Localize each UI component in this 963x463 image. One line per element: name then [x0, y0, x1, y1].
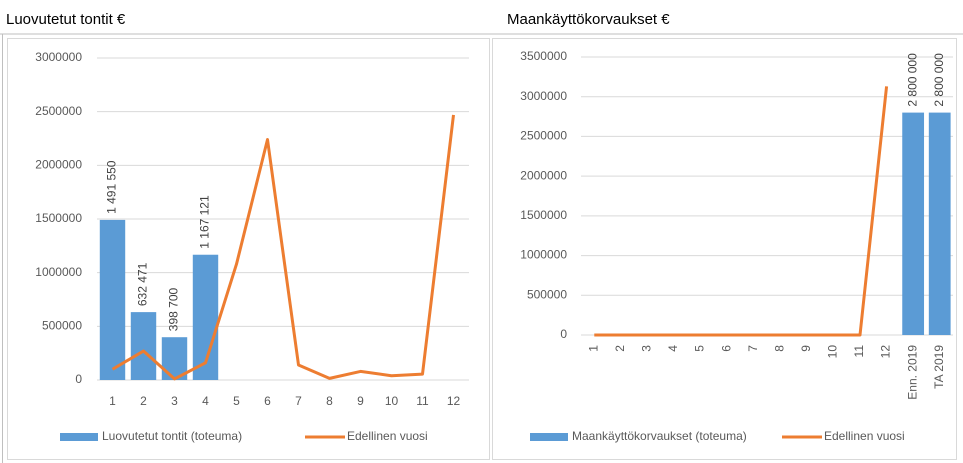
- bar: [130, 312, 157, 380]
- x-tick-label: 4: [202, 394, 209, 408]
- y-tick-label: 2000000: [520, 168, 567, 182]
- x-tick-label: 9: [799, 345, 813, 352]
- y-tick-label: 500000: [42, 319, 82, 333]
- chart-title: Maankäyttökorvaukset €: [507, 11, 670, 28]
- y-tick-label: 0: [560, 327, 567, 341]
- bar: [928, 112, 951, 335]
- y-tick-label: 1000000: [35, 265, 82, 279]
- legend-label: Luovutetut tontit (toteuma): [102, 429, 242, 443]
- x-tick-label: 8: [772, 345, 786, 352]
- y-tick-label: 2500000: [35, 104, 82, 118]
- x-tick-label: 12: [879, 345, 893, 359]
- data-label: 2 800 000: [905, 53, 919, 107]
- x-tick-label: TA 2019: [932, 345, 946, 389]
- x-tick-label: 1: [586, 345, 600, 352]
- x-tick-label: 11: [852, 345, 866, 358]
- y-tick-label: 3000000: [35, 50, 82, 64]
- x-tick-label: 10: [385, 394, 399, 408]
- data-label: 398 700: [167, 288, 181, 332]
- x-tick-label: 6: [719, 345, 733, 352]
- y-tick-label: 3000000: [520, 89, 567, 103]
- x-tick-label: 12: [447, 394, 461, 408]
- chart-title: Luovutetut tontit €: [6, 11, 126, 28]
- x-tick-label: 6: [264, 394, 271, 408]
- x-tick-label: 5: [693, 345, 707, 352]
- legend-label: Edellinen vuosi: [347, 429, 428, 443]
- x-tick-label: Enn. 2019: [905, 345, 919, 400]
- data-label: 632 471: [136, 262, 150, 306]
- data-label: 1 167 121: [198, 195, 212, 249]
- x-tick-label: 8: [326, 394, 333, 408]
- y-tick-label: 1500000: [35, 211, 82, 225]
- panel-border: [492, 38, 957, 460]
- x-tick-label: 7: [746, 345, 760, 352]
- y-tick-label: 2500000: [520, 129, 567, 143]
- y-tick-label: 500000: [527, 287, 567, 301]
- legend-swatch: [530, 433, 568, 441]
- x-tick-label: 2: [613, 345, 627, 352]
- y-tick-label: 1500000: [520, 208, 567, 222]
- legend-label: Edellinen vuosi: [824, 429, 905, 443]
- x-tick-label: 9: [357, 394, 364, 408]
- x-tick-label: 10: [826, 345, 840, 359]
- x-tick-label: 1: [109, 394, 116, 408]
- x-tick-label: 7: [295, 394, 302, 408]
- line: [594, 86, 889, 337]
- panel-border: [7, 38, 490, 460]
- x-tick-label: 11: [416, 394, 429, 408]
- legend-swatch: [60, 433, 98, 441]
- x-tick-label: 2: [140, 394, 147, 408]
- bar: [902, 112, 925, 335]
- x-tick-label: 5: [233, 394, 240, 408]
- bar: [99, 219, 126, 380]
- y-tick-label: 3500000: [520, 49, 567, 63]
- x-tick-label: 4: [666, 345, 680, 352]
- data-label: 2 800 000: [932, 53, 946, 107]
- y-tick-label: 2000000: [35, 158, 82, 172]
- line: [111, 114, 455, 381]
- data-label: 1 491 550: [105, 160, 119, 214]
- x-tick-label: 3: [640, 345, 654, 352]
- y-tick-label: 0: [75, 372, 82, 386]
- x-tick-label: 3: [171, 394, 178, 408]
- legend-label: Maankäyttökorvaukset (toteuma): [572, 429, 747, 443]
- y-tick-label: 1000000: [520, 248, 567, 262]
